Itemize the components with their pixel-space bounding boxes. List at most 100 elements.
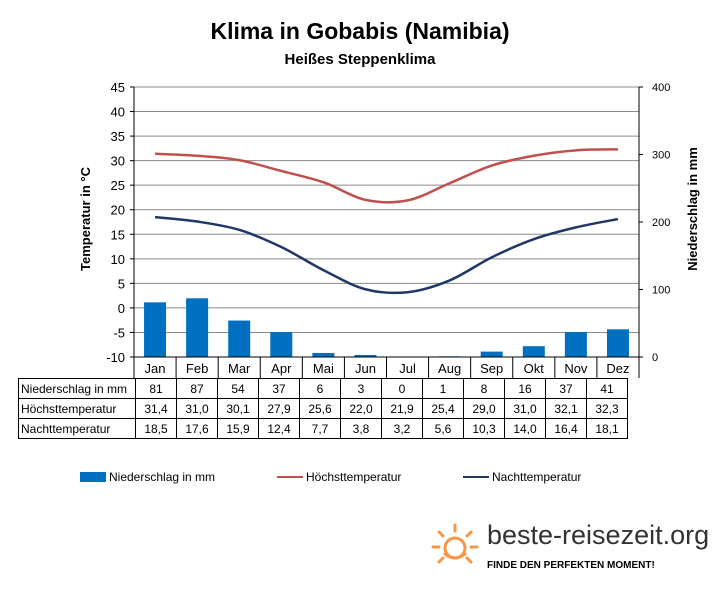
y-tick-label: 15 — [111, 227, 125, 242]
legend-item-low: Nachttemperatur — [463, 470, 581, 484]
table-cell: 29,0 — [463, 398, 505, 419]
y-tick-label: -5 — [113, 325, 125, 340]
y-tick-label: 30 — [111, 154, 125, 169]
y-tick-label: 20 — [111, 203, 125, 218]
legend-item-high: Höchsttemperatur — [277, 470, 401, 484]
y2-tick-label: 400 — [652, 82, 670, 94]
y-tick-label: 40 — [111, 105, 125, 120]
chart-legend: Niederschlag in mm Höchsttemperatur Nach… — [0, 470, 720, 490]
table-row: Nachttemperatur 18,5 17,6 15,9 12,4 7,7 3,8 3,2… — [18, 418, 628, 439]
table-cell: 18,1 — [586, 418, 628, 439]
legend-swatch-precip — [80, 472, 106, 482]
table-cell: 87 — [176, 378, 218, 399]
table-cell: 17,6 — [176, 418, 218, 439]
table-cell: 37 — [545, 378, 587, 399]
x-tick-label: Nov — [564, 361, 588, 376]
y-axis-label: Temperatur in °C — [78, 166, 93, 271]
bar-precip-jun — [354, 354, 377, 357]
legend-label-precip: Niederschlag in mm — [109, 470, 216, 484]
y-tick-label: 25 — [111, 178, 125, 193]
climate-data-table: Niederschlag in mm 81 87 54 37 6 3 0 1 8 16 37 41 Höc… — [18, 378, 628, 439]
table-row-label: Nachttemperatur — [18, 418, 136, 439]
x-tick-label: Aug — [438, 361, 461, 376]
table-cell: 25,6 — [299, 398, 341, 419]
x-tick-label: Jul — [399, 361, 416, 376]
y-tick-label: 35 — [111, 129, 125, 144]
x-tick-label: Sep — [480, 361, 503, 376]
y2-tick-label: 200 — [652, 217, 670, 229]
y-tick-label: -10 — [106, 350, 125, 365]
table-cell: 8 — [463, 378, 505, 399]
table-row: Niederschlag in mm 81 87 54 37 6 3 0 1 8 16 37 41 — [18, 378, 628, 399]
line-low-temperature — [154, 215, 619, 295]
table-cell: 3,8 — [340, 418, 382, 439]
sun-icon — [431, 523, 479, 564]
y-tick-label: 45 — [111, 80, 125, 95]
brand-slogan: FINDE DEN PERFEKTEN MOMENT! — [487, 560, 655, 571]
x-tick-label: Jan — [145, 361, 166, 376]
bar-precip-nov — [564, 332, 587, 357]
chart-subtitle: Heißes Steppenklima — [284, 51, 436, 68]
table-cell: 22,0 — [340, 398, 382, 419]
table-cell: 14,0 — [504, 418, 546, 439]
bar-precip-jan — [144, 302, 167, 357]
table-cell: 16 — [504, 378, 546, 399]
bar-precip-dez — [606, 329, 629, 357]
legend-label-low: Nachttemperatur — [492, 470, 582, 484]
line-high-temperature — [154, 148, 618, 204]
bar-precip-apr — [270, 332, 293, 357]
table-cell: 32,1 — [545, 398, 587, 419]
chart-title: Klima in Gobabis (Namibia) — [210, 18, 510, 44]
x-tick-label: Jun — [355, 361, 376, 376]
table-cell: 10,3 — [463, 418, 505, 439]
table-cell: 3,2 — [381, 418, 423, 439]
bar-precip-sep — [480, 351, 503, 357]
table-cell: 1 — [422, 378, 464, 399]
table-cell: 3 — [340, 378, 382, 399]
table-row: Höchsttemperatur 31,4 31,0 30,1 27,9 25,6 22,0… — [18, 398, 628, 419]
table-cell: 18,5 — [135, 418, 177, 439]
y2-axis-label: Niederschlag in mm — [685, 147, 700, 271]
table-cell: 7,7 — [299, 418, 341, 439]
legend-label-high: Höchsttemperatur — [306, 470, 402, 484]
table-cell: 37 — [258, 378, 300, 399]
legend-swatch-high — [277, 476, 303, 478]
table-cell: 12,4 — [258, 418, 300, 439]
y2-tick-label: 300 — [652, 150, 670, 162]
table-cell: 27,9 — [258, 398, 300, 419]
table-cell: 16,4 — [545, 418, 587, 439]
legend-swatch-low — [463, 476, 489, 478]
table-cell: 81 — [135, 378, 177, 399]
table-cell: 54 — [217, 378, 259, 399]
y2-tick-label: 0 — [652, 352, 658, 364]
y-tick-label: 5 — [118, 276, 125, 291]
table-cell: 15,9 — [217, 418, 259, 439]
table-cell: 6 — [299, 378, 341, 399]
y2-tick-label: 100 — [652, 285, 670, 297]
climate-chart: 45 40 35 30 25 20 15 10 5 0 -5 -10 400 300 200 100 0 Jan F… — [78, 80, 700, 378]
table-cell: 31,0 — [504, 398, 546, 419]
x-tick-label: Okt — [524, 361, 545, 376]
table-cell: 25,4 — [422, 398, 464, 419]
table-row-label: Höchsttemperatur — [18, 398, 136, 419]
table-cell: 32,3 — [586, 398, 628, 419]
table-cell: 0 — [381, 378, 423, 399]
table-cell: 30,1 — [217, 398, 259, 419]
legend-item-precip: Niederschlag in mm — [80, 470, 215, 484]
x-tick-label: Feb — [186, 361, 208, 376]
table-cell: 31,4 — [135, 398, 177, 419]
table-cell: 41 — [586, 378, 628, 399]
y-tick-label: 0 — [118, 301, 125, 316]
bar-precip-mai — [312, 352, 335, 357]
table-row-label: Niederschlag in mm — [18, 378, 136, 399]
x-tick-label: Apr — [271, 361, 292, 376]
table-cell: 21,9 — [381, 398, 423, 419]
bar-precip-feb — [186, 298, 209, 357]
bar-precip-mar — [228, 320, 251, 357]
table-cell: 5,6 — [422, 418, 464, 439]
x-tick-label: Mai — [313, 361, 334, 376]
brand-name: beste-reisezeit.org — [487, 520, 710, 550]
table-cell: 31,0 — [176, 398, 218, 419]
y-tick-label: 10 — [111, 252, 125, 267]
x-tick-label: Dez — [606, 361, 629, 376]
